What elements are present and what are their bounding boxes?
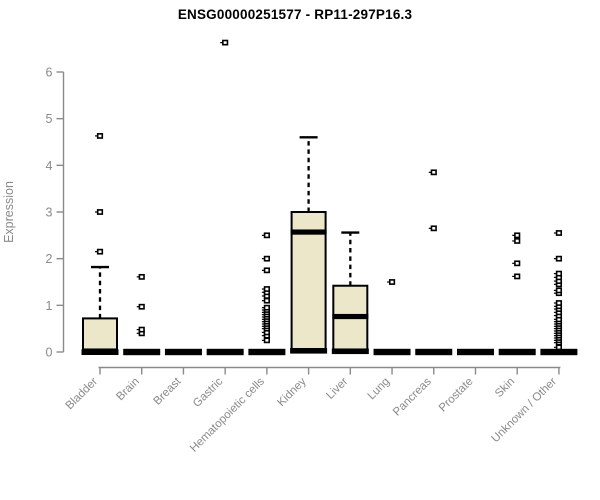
y-tick-label: 6 xyxy=(46,65,53,79)
collapsed-box-brain xyxy=(123,348,161,356)
box-bladder xyxy=(82,317,118,353)
outlier-skin xyxy=(514,260,521,267)
outlier-unknown-other xyxy=(555,270,563,277)
lower-cap-kidney xyxy=(290,348,328,354)
y-tick-label: 3 xyxy=(46,205,53,219)
y-tick-label: 4 xyxy=(46,159,53,173)
outlier-brain xyxy=(138,303,145,310)
outlier-hematopoietic-cells xyxy=(263,267,270,274)
x-tick-label-skin: Skin xyxy=(493,376,517,400)
outlier-hematopoietic-cells xyxy=(263,286,270,292)
x-tick-label-kidney: Kidney xyxy=(275,375,309,409)
outlier-hematopoietic-cells xyxy=(263,297,270,304)
outlier-bladder xyxy=(96,209,104,215)
collapsed-box-breast xyxy=(164,348,202,356)
outlier-lung xyxy=(388,279,396,285)
outlier-gastric xyxy=(222,39,229,46)
outlier-unknown-other xyxy=(555,255,563,262)
outlier-hematopoietic-cells xyxy=(263,255,270,262)
lower-cap-bladder xyxy=(81,349,119,355)
outlier-skin xyxy=(514,232,521,239)
outlier-brain xyxy=(138,273,145,280)
collapsed-box-unknown-other xyxy=(540,348,578,356)
outlier-unknown-other xyxy=(555,230,563,236)
outlier-bladder xyxy=(96,248,104,255)
x-tick-label-brain: Brain xyxy=(114,376,141,403)
x-tick-label-pancreas: Pancreas xyxy=(391,375,434,418)
x-tick-label-bladder: Bladder xyxy=(64,376,101,413)
y-tick-label: 1 xyxy=(46,299,53,313)
y-axis-title: Expression xyxy=(2,181,16,243)
collapsed-box-skin xyxy=(498,348,536,356)
outlier-skin xyxy=(514,273,521,280)
median-kidney xyxy=(290,229,327,235)
collapsed-box-hematopoietic-cells xyxy=(248,348,286,356)
outlier-unknown-other xyxy=(555,344,563,351)
collapsed-box-lung xyxy=(373,348,411,356)
box-kidney xyxy=(290,210,327,352)
outlier-hematopoietic-cells xyxy=(263,304,270,311)
y-tick-label: 5 xyxy=(46,112,53,126)
lower-cap-liver xyxy=(331,348,369,355)
collapsed-box-gastric xyxy=(206,348,244,356)
outlier-bladder xyxy=(96,133,104,139)
x-tick-label-hematopoietic-cells: Hematopoietic cells xyxy=(188,375,267,454)
outlier-unknown-other xyxy=(555,300,563,306)
chart-title: ENSG00000251577 - RP11-297P16.3 xyxy=(177,7,413,22)
y-tick-label: 0 xyxy=(46,346,53,360)
collapsed-box-prostate xyxy=(456,348,494,356)
outlier-pancreas xyxy=(430,225,437,232)
outlier-unknown-other xyxy=(555,287,563,294)
x-tick-label-liver: Liver xyxy=(324,376,350,402)
collapsed-box-pancreas xyxy=(415,348,453,356)
outlier-brain xyxy=(138,326,145,333)
x-tick-label-lung: Lung xyxy=(366,376,393,403)
x-tick-label-gastric: Gastric xyxy=(191,375,225,409)
x-tick-label-prostate: Prostate xyxy=(437,376,476,415)
x-tick-label-breast: Breast xyxy=(152,375,185,408)
y-tick-label: 2 xyxy=(46,252,53,266)
median-liver xyxy=(332,313,369,320)
outlier-hematopoietic-cells xyxy=(263,232,270,239)
outlier-skin xyxy=(514,238,521,244)
outlier-hematopoietic-cells xyxy=(263,337,270,344)
outlier-pancreas xyxy=(430,169,437,176)
